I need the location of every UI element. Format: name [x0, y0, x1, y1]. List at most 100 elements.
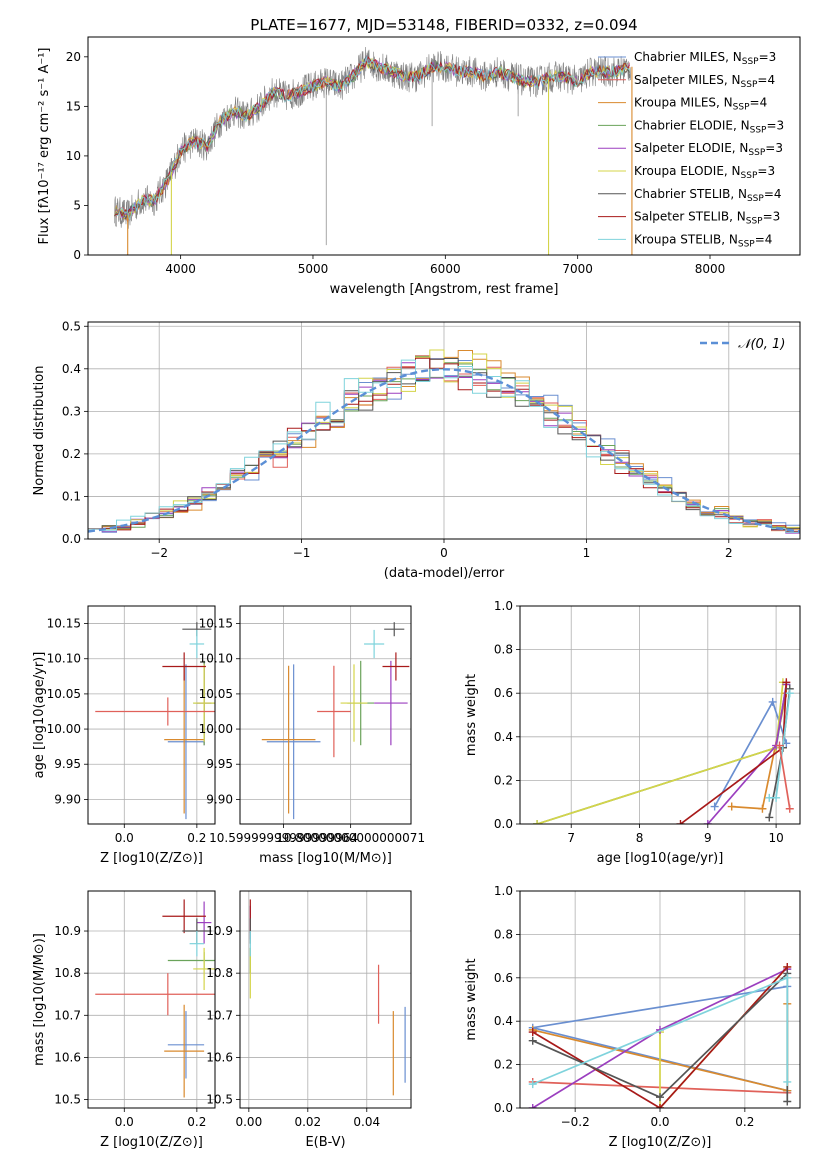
data-point: [374, 660, 408, 746]
y-tick-label: 0.1: [62, 489, 81, 503]
x-tick-label: −0.2: [561, 1115, 590, 1129]
x-tick-label: 10.80000000000000071: [276, 831, 425, 845]
figure-title: PLATE=1677, MJD=53148, FIBERID=0332, z=0…: [250, 16, 637, 34]
mass_vs_ebv-frame: [239, 890, 412, 1109]
data-point: [162, 652, 206, 681]
legend-label: Salpeter ELODIE, NSSP=3: [634, 141, 783, 158]
x-tick-label: 0.02: [294, 1115, 321, 1129]
legend-label: Chabrier ELODIE, NSSP=3: [634, 118, 784, 135]
spectrum-legend: Chabrier MILES, NSSP=3 Salpeter MILES, NS…: [598, 50, 784, 249]
y-tick-label: 0.4: [494, 730, 513, 744]
mass_vs_Z-points-group: [95, 899, 215, 1098]
age_vs_Z-frame: [87, 605, 216, 825]
x-tick-label: 0.2: [735, 1115, 754, 1129]
weight-marker: [727, 802, 736, 811]
y-tick-label: 0.2: [494, 1058, 513, 1072]
y-tick-label: 9.90: [206, 792, 233, 806]
age_vs_mass-frame: [239, 605, 412, 825]
x-tick-label: 1: [583, 546, 591, 560]
x-tick-label: 10.59999999999999964: [209, 831, 358, 845]
y-tick-label: 10.10: [47, 652, 81, 666]
age_vs_Z-axes: 0.0 0.2 9.90 9.95 10.00 10.05 10.10 10.15 Z [log…: [32, 606, 215, 866]
spectrum-frame: [87, 36, 801, 256]
x-tick-label: 0.0: [115, 831, 134, 845]
data-point: [382, 652, 410, 681]
weight-marker: [785, 804, 794, 813]
data-point: [193, 664, 215, 742]
x-tick-label: 0.00: [235, 1115, 262, 1129]
y-tick-label: 0.3: [62, 404, 81, 418]
y-tick-label: 10.15: [199, 617, 233, 631]
y-tick-label: 9.90: [54, 792, 81, 806]
weight-marker: [772, 793, 781, 802]
x-tick-label: 0.0: [115, 1115, 134, 1129]
x-tick-label: 4000: [165, 262, 196, 276]
data-point: [167, 1011, 205, 1079]
x-axis-label: Z [log10(Z/Z⊙)]: [100, 1135, 203, 1150]
x-tick-label: 0.04: [353, 1115, 380, 1129]
y-tick-label: 0: [73, 248, 81, 262]
model-spectrum-line: [114, 56, 630, 218]
weight_vs_Z-frame: [519, 890, 801, 1109]
y-tick-label: 0.5: [62, 319, 81, 333]
x-axis-label: mass [log10(M/M⊙)]: [259, 851, 392, 866]
legend-label: 𝒩(0, 1): [738, 337, 785, 352]
weight-series-line: [778, 745, 791, 809]
weight-marker: [783, 1097, 792, 1106]
y-tick-label: 10.00: [47, 722, 81, 736]
x-axis-label: E(B-V): [305, 1135, 345, 1150]
data-point: [340, 664, 368, 742]
x-tick-label: −2: [150, 546, 168, 560]
x-axis-label: Z [log10(Z/Z⊙)]: [609, 1135, 712, 1150]
residual-histogram: [88, 359, 800, 533]
weight_vs_age-axes: 7 8 9 10 0.0 0.2 0.4 0.6 0.8 1.0 age [log10(age/yr…: [464, 599, 800, 866]
age_vs_mass-points-group: [261, 622, 410, 820]
y-tick-label: 10.05: [47, 687, 81, 701]
x-tick-label: 7: [567, 831, 575, 845]
x-tick-label: 6000: [430, 262, 461, 276]
weight-marker: [656, 1104, 664, 1108]
normal-curve: [88, 368, 800, 533]
y-tick-label: 10: [66, 149, 81, 163]
x-tick-label: 7000: [562, 262, 593, 276]
weight_vs_age-frame: [519, 605, 801, 825]
y-axis-label: Flux [fλ10⁻¹⁷ erg cm⁻² s⁻¹ A⁻¹]: [37, 48, 52, 245]
x-tick-label: 0: [440, 546, 448, 560]
y-tick-label: 9.95: [206, 757, 233, 771]
y-tick-label: 1.0: [494, 884, 513, 898]
x-tick-label: 9: [704, 831, 712, 845]
y-tick-label: 0.6: [494, 971, 513, 985]
y-tick-label: 10.8: [206, 966, 233, 980]
weight-marker: [528, 1028, 537, 1037]
x-tick-label: 10: [768, 831, 783, 845]
y-tick-label: 15: [66, 99, 81, 113]
x-axis-label: (data-model)/error: [384, 566, 505, 581]
age_vs_Z-points-group: [95, 622, 215, 820]
x-tick-label: 5000: [298, 262, 329, 276]
age_vs_mass-axes: 10.5999999999999996410.80000000000000071…: [199, 606, 425, 866]
data-point: [189, 931, 205, 957]
y-tick-label: 10.8: [54, 966, 81, 980]
data-point: [95, 697, 215, 726]
y-tick-label: 0.2: [494, 773, 513, 787]
model-spectrum-line: [114, 55, 630, 221]
y-tick-label: 10.6: [54, 1050, 81, 1064]
x-axis-label: wavelength [Angstrom, rest frame]: [330, 282, 559, 297]
y-axis-label: age [log10(age/yr)]: [32, 652, 47, 779]
residuals-axes: −2 −1 0 1 2 0.0 0.1 0.2 0.3 0.4 0.5 (data-model)/er…: [32, 319, 800, 581]
residual-histogram: [88, 358, 800, 530]
weight-marker: [782, 678, 791, 687]
weight-marker: [528, 1104, 537, 1108]
x-axis-label: Z [log10(Z/Z⊙)]: [100, 851, 203, 866]
data-point: [164, 665, 205, 814]
weight-marker: [533, 820, 542, 824]
weight-marker: [783, 1077, 792, 1086]
data-point: [364, 629, 385, 659]
y-tick-label: 0.0: [494, 817, 513, 831]
legend-label: Chabrier MILES, NSSP=3: [634, 50, 776, 67]
data-point: [384, 622, 405, 637]
data-point: [189, 629, 205, 659]
y-tick-label: 10.05: [199, 687, 233, 701]
model-spectrum-line: [114, 56, 630, 221]
